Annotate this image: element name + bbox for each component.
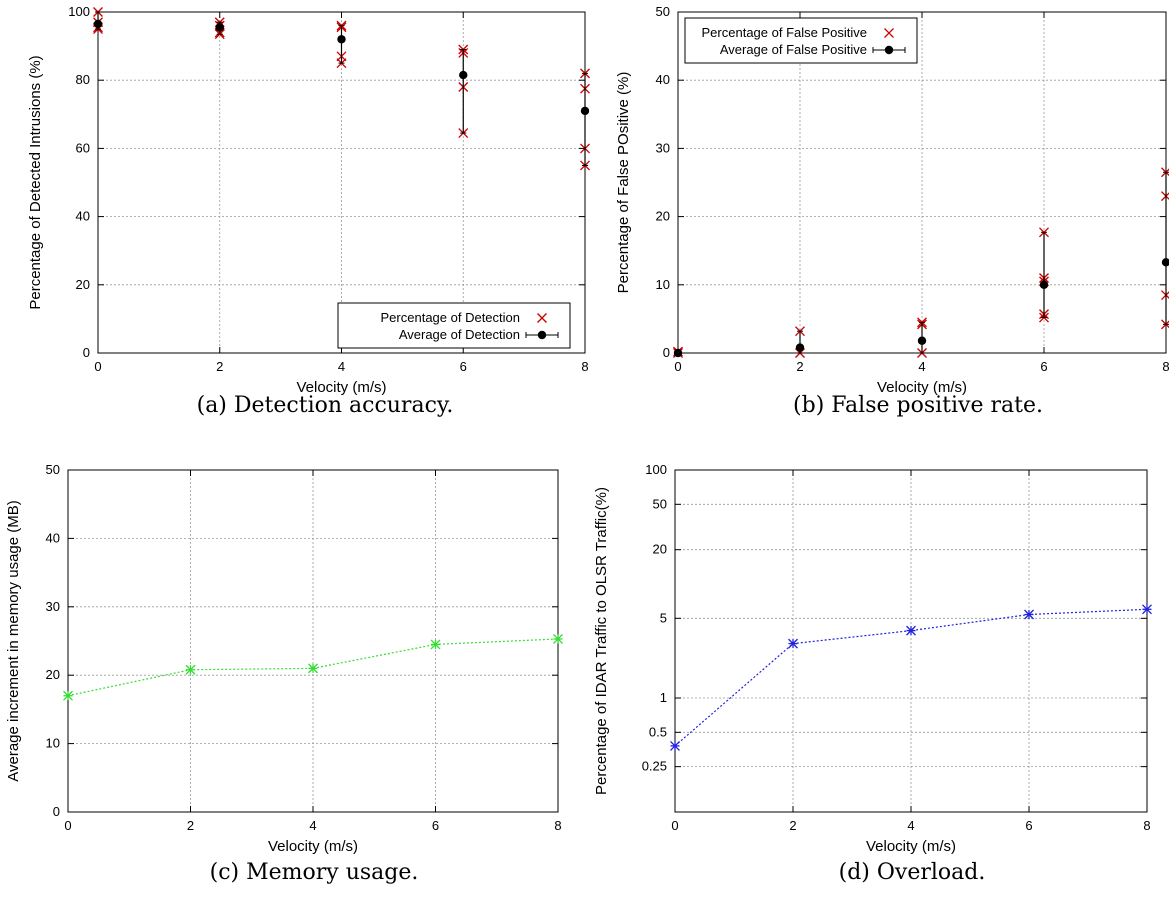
x-tick-label: 2 [796,359,803,374]
x-tick-label: 8 [1162,359,1169,374]
legend-marker [884,45,894,55]
data-point [93,19,103,29]
legend-label: Percentage of Detection [381,310,520,325]
x-tick-label: 2 [187,818,194,833]
chart-caption: (d) Overload. [839,860,986,885]
y-tick-label: 50 [46,462,60,477]
x-tick-label: 6 [432,818,439,833]
y-tick-label: 1 [660,690,667,705]
y-tick-label: 100 [68,4,90,19]
legend-marker-b [537,313,547,323]
x-axis-label: Velocity (m/s) [268,838,358,855]
x-axis-label: Velocity (m/s) [296,379,386,396]
legend: Percentage of False Positive Average of F… [684,17,918,64]
x-tick-label: 4 [338,359,345,374]
y-tick-label: 0 [83,345,90,360]
y-tick-label: 20 [46,667,60,682]
y-tick-label: 50 [656,4,670,19]
data-point [580,106,590,116]
y-tick-label: 0.5 [649,724,667,739]
chart-caption: (a) Detection accuracy. [197,393,454,418]
y-axis-label: Average increment in memory usage (MB) [5,500,22,782]
plot-frame [97,11,586,354]
x-tick-label: 0 [671,818,678,833]
legend-marker [537,330,547,340]
legend-box [337,302,571,349]
x-tick-label: 2 [216,359,223,374]
chart-caption: (b) False positive rate. [793,393,1043,418]
legend-box [684,17,918,64]
chart-panel-2: 0 2 4 6 8 0 10 20 30 40 50 Velocity (m/s) Average in… [5,462,563,885]
x-tick-label: 6 [1040,359,1047,374]
y-tick-label: 40 [76,209,90,224]
y-tick-label: 0 [663,345,670,360]
y-tick-label: 0 [53,804,60,819]
data-point [1161,258,1169,267]
y-tick-label: 0.25 [642,759,667,774]
x-axis-label: Velocity (m/s) [877,379,967,396]
x-tick-label: 2 [789,818,796,833]
y-tick-label: 10 [656,277,670,292]
legend: Percentage of Detection Average of Detect… [337,302,571,349]
y-tick-label: 20 [76,277,90,292]
x-tick-label: 8 [581,359,588,374]
y-axis-label: Percentage of False POsitive (%) [615,72,632,294]
y-tick-label: 100 [645,462,667,477]
x-tick-label: 6 [460,359,467,374]
y-tick-label: 80 [76,72,90,87]
plot-frame [674,469,1148,813]
x-tick-label: 8 [1143,818,1150,833]
data-point [337,35,346,44]
x-tick-label: 4 [309,818,316,833]
series-0 [673,167,1169,358]
y-tick-label: 10 [46,736,60,751]
chart-panel-3: 0 2 4 6 8 0.25 0.5 1 5 20 50 100 Velocity (m/s) Perce… [593,462,1152,885]
plot-frame [67,469,559,813]
legend-label: Average of Detection [399,327,520,342]
x-tick-label: 4 [907,818,914,833]
data-point [459,70,468,80]
chart-caption: (c) Memory usage. [210,860,419,885]
y-tick-label: 60 [76,140,90,155]
data-point [215,23,224,32]
x-tick-label: 8 [554,818,561,833]
series-0 [63,633,563,701]
y-tick-label: 5 [660,610,667,625]
y-axis-label: Percentage of Detected Intrusions (%) [27,55,44,309]
x-tick-label: 0 [94,359,101,374]
x-tick-label: 6 [1025,818,1032,833]
legend-marker-b [884,28,894,38]
data-point [673,348,683,358]
x-tick-label: 0 [674,359,681,374]
x-tick-label: 0 [64,818,71,833]
y-tick-label: 40 [656,72,670,87]
y-tick-label: 20 [656,209,670,224]
y-tick-label: 30 [656,140,670,155]
y-axis-label: Percentage of IDAR Traffic to OLSR Traff… [593,487,610,795]
y-tick-label: 40 [46,530,60,545]
y-tick-label: 20 [653,542,667,557]
chart-panel-1: 0 2 4 6 8 0 10 20 30 40 50 Velocity (m/s) Percentage… [615,4,1169,418]
series-0 [670,604,1152,751]
series-line [674,608,1148,747]
data-point [917,336,927,345]
series-1 [93,11,590,166]
series-1 [673,171,1169,358]
series-line [67,638,559,697]
x-tick-label: 4 [918,359,925,374]
x-axis-label: Velocity (m/s) [866,838,956,855]
data-point [1039,280,1049,289]
legend-label: Percentage of False Positive [702,25,867,40]
legend-label: Average of False Positive [720,42,867,57]
data-point [795,343,805,352]
y-tick-label: 50 [653,496,667,511]
y-tick-label: 30 [46,599,60,614]
